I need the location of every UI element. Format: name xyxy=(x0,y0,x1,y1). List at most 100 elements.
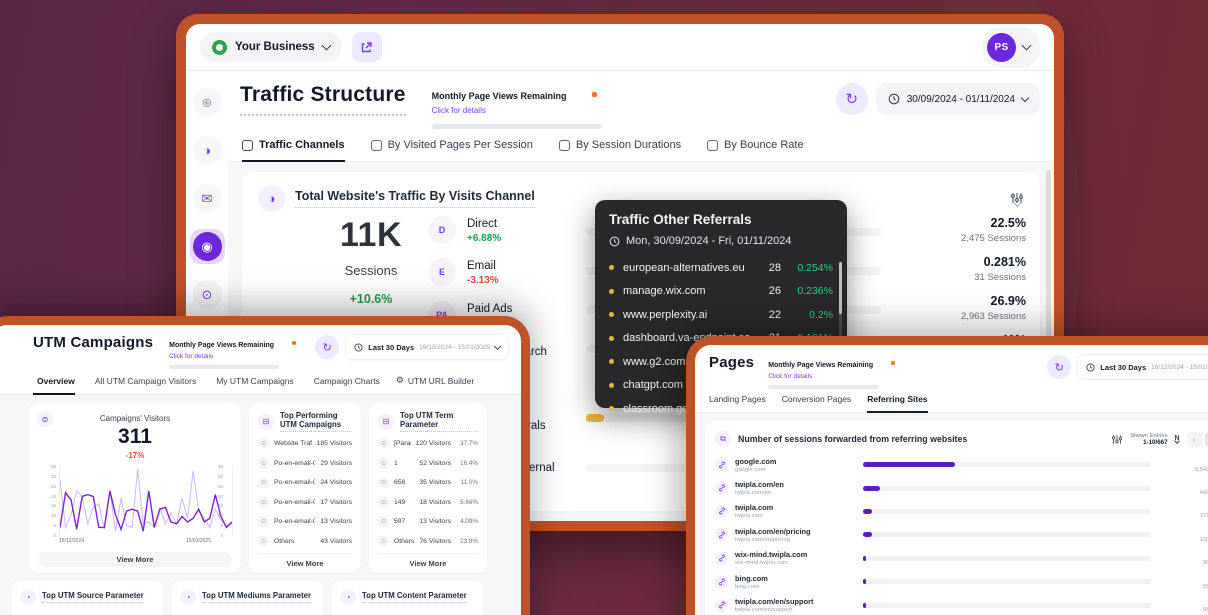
sidebar-item[interactable]: ⊙ xyxy=(190,277,225,312)
referrer-row[interactable]: twipla.com/en twipla.com/en 4% 443 Sessi… xyxy=(715,476,1208,499)
date-range-picker[interactable]: Last 30 Days 16/12/2024 - 15/01/2025 xyxy=(345,334,509,360)
tab[interactable]: By Visited Pages Per Session xyxy=(370,139,533,162)
referrer-name: twipla.com xyxy=(735,503,774,513)
referrer-sessions: 443 Sessions xyxy=(1199,490,1208,497)
tab[interactable]: My UTM Campaigns xyxy=(212,375,293,395)
referrer-name: google.com xyxy=(735,456,777,466)
tooltip-scrollbar-thumb[interactable] xyxy=(839,262,842,314)
referral-percent: 0.236% xyxy=(797,285,833,298)
tab[interactable]: Campaign Charts xyxy=(310,375,380,395)
term-name: 658 xyxy=(394,479,406,487)
clock-icon xyxy=(1086,362,1095,372)
refresh-button[interactable]: ↻ xyxy=(835,83,868,115)
legend-item[interactable]: E Email -3.13% xyxy=(428,258,499,286)
tab-icon xyxy=(242,139,253,151)
total-sessions-label: Sessions xyxy=(344,263,398,278)
tab[interactable]: By Bounce Rate xyxy=(707,139,804,162)
tab[interactable]: By Session Durations xyxy=(558,139,681,162)
sessions-icon: ⧉ xyxy=(715,431,731,447)
quota-details-link[interactable]: Click for details xyxy=(431,106,486,115)
tab[interactable]: All UTM Campaign Visitors xyxy=(91,375,196,395)
referrer-row[interactable]: wix-mind.twipla.com wix-mind.twipla.com … xyxy=(715,547,1208,570)
referrer-name: bing.com xyxy=(735,573,768,583)
chevron-down-icon xyxy=(1020,93,1030,102)
filter-sliders-button[interactable] xyxy=(1010,192,1024,207)
referrer-row[interactable]: twipla.com twipla.com 2% 171 Sessions xyxy=(715,500,1208,523)
refresh-button[interactable]: ↻ xyxy=(315,335,340,359)
sidebar-item[interactable]: ⊕ xyxy=(190,85,225,120)
referrer-sessions: 171 Sessions xyxy=(1199,513,1208,520)
legend-label: Paid Ads xyxy=(467,303,513,315)
date-range-picker[interactable]: Last 30 Days 16/12/2024 - 15/01/2025 xyxy=(1077,354,1208,380)
tab-label: Traffic Channels xyxy=(259,139,345,151)
referral-site: european-alternatives.eu xyxy=(623,261,745,274)
tooltip-scrollbar[interactable] xyxy=(839,262,842,384)
card-title: Top Performing UTM Campaigns xyxy=(280,411,352,432)
referrer-percent: 4% xyxy=(1163,480,1208,489)
tab-label: By Bounce Rate xyxy=(724,139,804,151)
referrer-row[interactable]: google.com google.com 32% 3,542 Sessions xyxy=(715,453,1208,476)
visitors-line-chart[interactable]: 35 30 25 20 15 10 5 0 35 30 25 20 15 10 5 0 15/12/2024… xyxy=(49,464,233,544)
tag-icon: ⊙ xyxy=(378,535,389,547)
sort-button[interactable]: N xyxy=(1174,434,1180,444)
tab[interactable]: Landing Pages xyxy=(709,394,766,413)
tab[interactable]: Referring Sites xyxy=(867,394,928,413)
campaign-row: ⊙ Po-en-email-03 17 Visitors xyxy=(258,493,352,513)
quota-progress-bar xyxy=(169,365,280,369)
utm-body: ⊜ Campaigns' Visitors 311 -17% 35 30 25 20 1… xyxy=(0,395,521,615)
refresh-button[interactable]: ↻ xyxy=(1047,355,1072,379)
utm-tabs: Overview All UTM Campaign Visitors My UT… xyxy=(0,369,521,395)
term-visitors: 35 Visitors xyxy=(419,479,451,487)
term-row: ⊙ 658 35 Visitors 11.0% xyxy=(378,473,478,493)
referrer-url: google.com xyxy=(735,466,766,473)
referrer-row[interactable]: twipla.com/en/support twipla.com/en/supp… xyxy=(715,593,1208,615)
referrer-sessions: 3,542 Sessions xyxy=(1194,466,1208,473)
view-more-button[interactable]: View More xyxy=(378,553,478,568)
quota-warning-dot xyxy=(891,360,896,365)
legend-abbr-badge: D xyxy=(428,216,456,244)
referral-count: 28 xyxy=(768,261,781,274)
list-icon: ⊟ xyxy=(378,413,394,430)
view-more-button[interactable]: View More xyxy=(39,552,231,567)
period-label: Last 30 Days xyxy=(368,342,415,352)
sidebar-item[interactable]: ✉ xyxy=(190,181,225,216)
sidebar-item[interactable]: ◉ xyxy=(189,229,225,264)
term-visitors: 120 Visitors xyxy=(415,440,451,448)
chevron-down-icon xyxy=(1021,40,1032,51)
view-more-button[interactable]: View More xyxy=(258,553,352,568)
referrer-bar-track xyxy=(863,508,1151,514)
card-title: Total Website's Traffic By Visits Channe… xyxy=(295,189,535,208)
term-visitors: 18 Visitors xyxy=(419,498,451,506)
referrer-bar-fill xyxy=(863,532,872,538)
next-page-button[interactable]: › xyxy=(1204,431,1208,447)
business-selector[interactable]: Your Business xyxy=(200,32,342,62)
tab[interactable]: ⚙ UTM URL Builder xyxy=(396,375,474,395)
term-rows: ⊙ [Param... 120 Visitors 37.7% ⊙ 1 52 Vi… xyxy=(369,432,487,551)
sliders-icon[interactable] xyxy=(1111,434,1123,445)
campaign-name: Po-en-email-03 xyxy=(274,498,316,506)
date-range-picker[interactable]: 30/09/2024 - 01/11/2024 xyxy=(875,83,1040,115)
tab[interactable]: Overview xyxy=(33,375,75,395)
channel-percent: 0.281% xyxy=(983,255,1026,269)
tab[interactable]: Conversion Pages xyxy=(782,394,851,413)
pages-body: ⧉ Number of sessions forwarded from refe… xyxy=(695,413,1208,615)
user-menu[interactable]: PS xyxy=(983,26,1040,68)
prev-page-button[interactable]: ‹ xyxy=(1186,431,1202,447)
legend-item[interactable]: D Direct +6.88% xyxy=(428,216,501,244)
bullet-dot xyxy=(609,312,614,318)
tab-label: Landing Pages xyxy=(709,394,766,404)
vertical-scrollbar[interactable] xyxy=(1046,170,1051,500)
referrer-row[interactable]: bing.com bing.com 1% 85 Sessions xyxy=(715,570,1208,593)
sidebar-item[interactable]: ◑ xyxy=(190,133,225,168)
tab[interactable]: Traffic Channels xyxy=(242,139,345,162)
referrer-row[interactable]: twipla.com/en/pricing twipla.com/en/pric… xyxy=(715,523,1208,546)
channel-percent: 26.9% xyxy=(990,294,1026,308)
referrer-url: twipla.com xyxy=(735,513,763,520)
campaign-name: Others xyxy=(274,537,295,545)
share-button[interactable] xyxy=(351,32,382,62)
referral-count: 22 xyxy=(768,308,781,321)
term-name: 597 xyxy=(394,518,406,526)
quota-details-link[interactable]: Click for details xyxy=(768,373,813,380)
clock-icon xyxy=(888,93,900,105)
quota-details-link[interactable]: Click for details xyxy=(169,353,214,360)
